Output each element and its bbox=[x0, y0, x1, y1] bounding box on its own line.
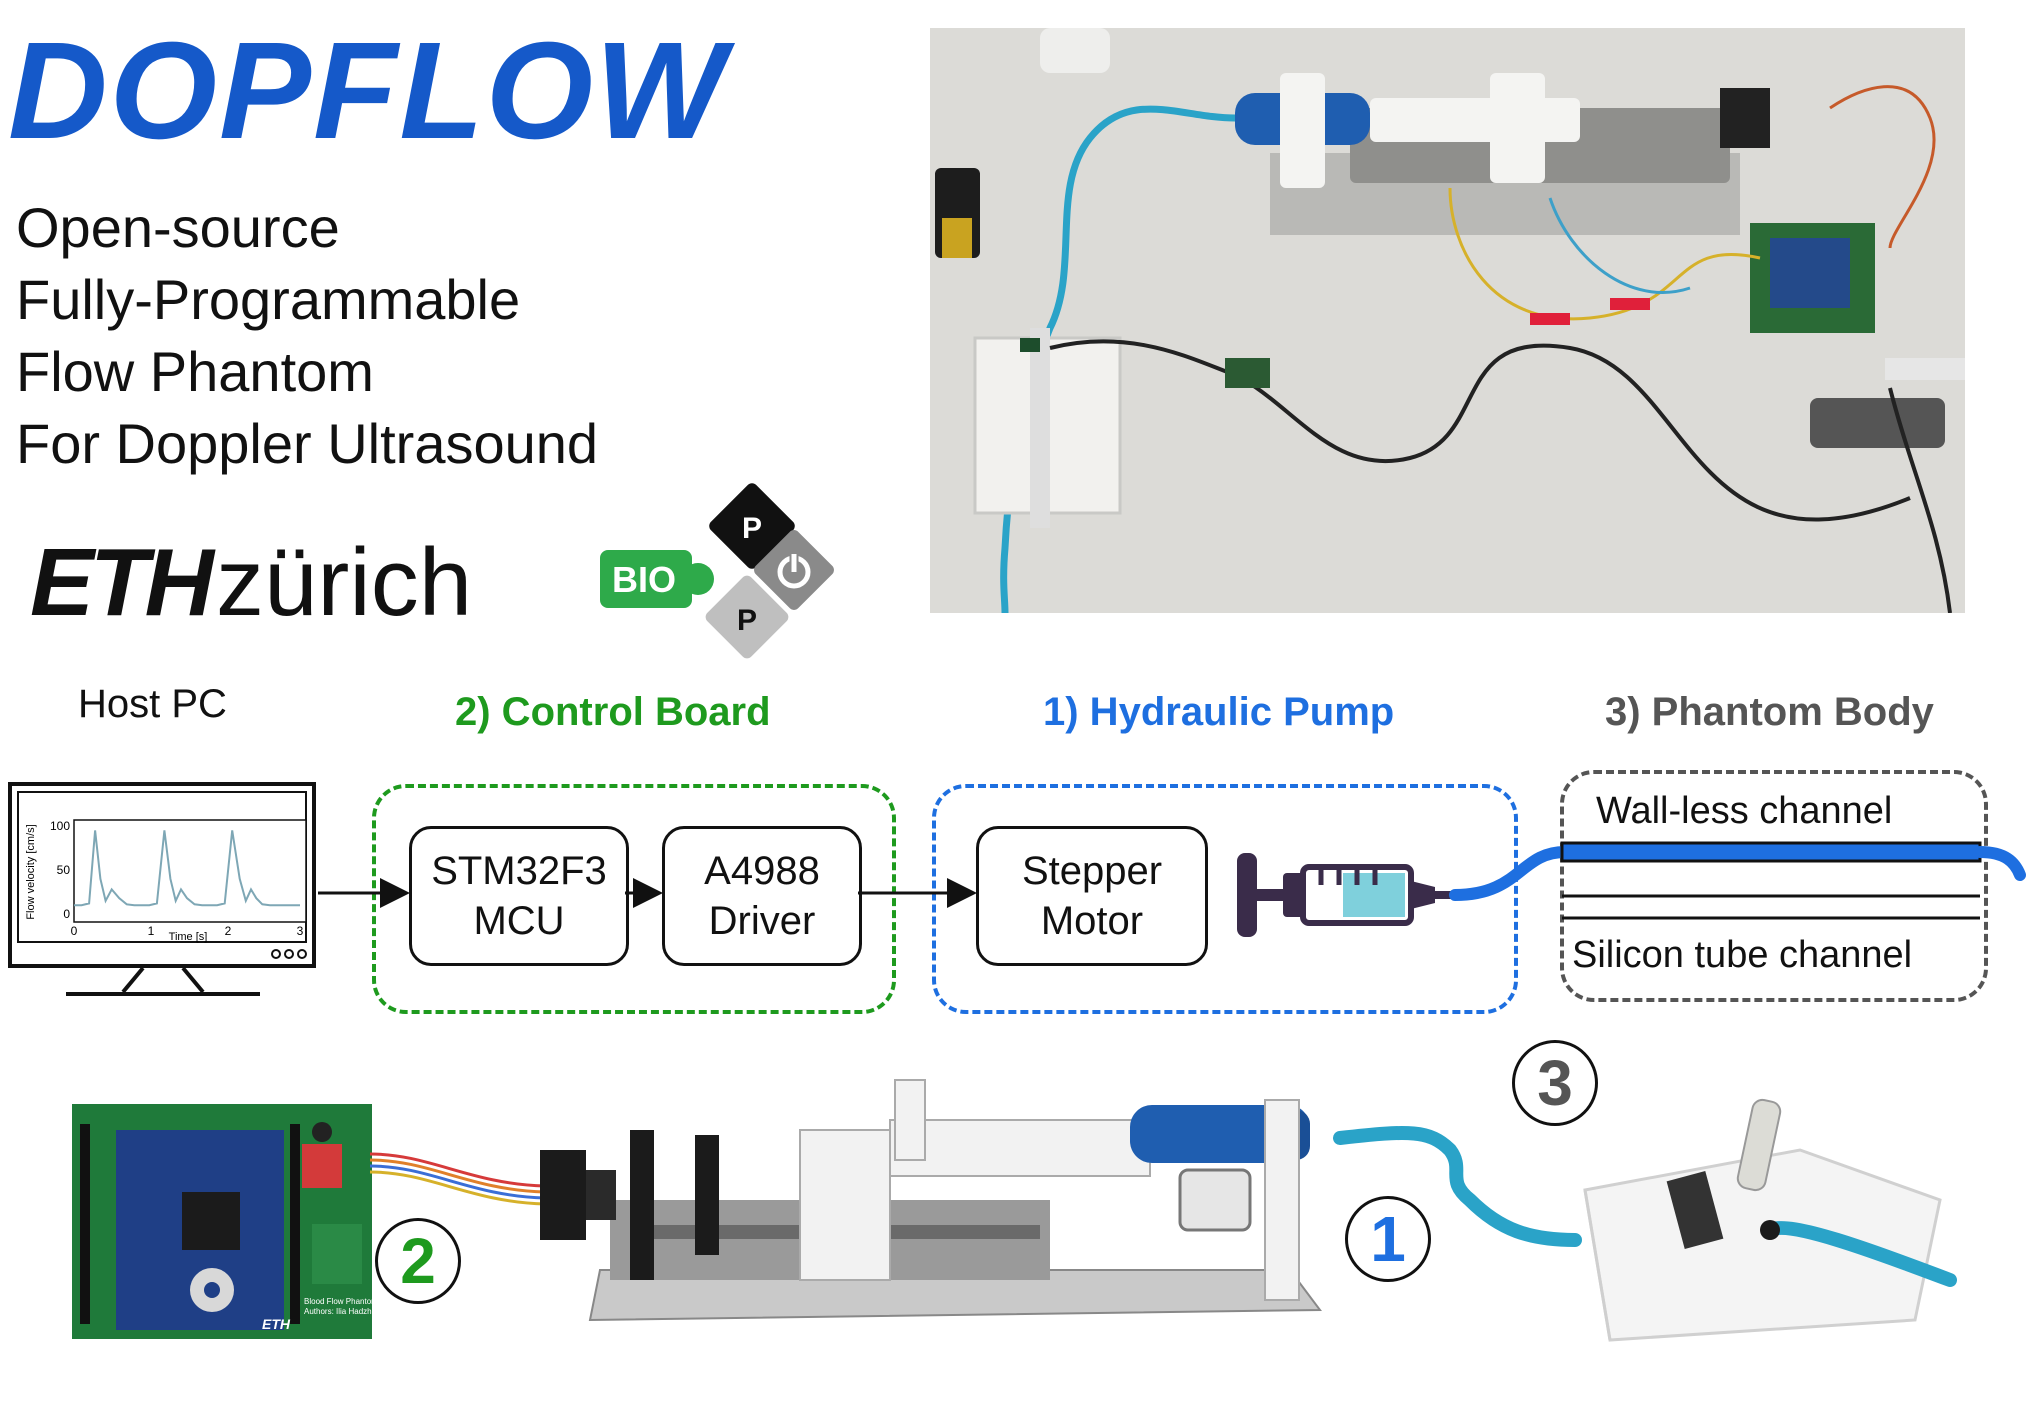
x-axis-label: Time [s] bbox=[169, 931, 208, 943]
silicon-tube-channel-label: Silicon tube channel bbox=[1572, 934, 1913, 976]
pcb-pin-headers bbox=[80, 1124, 300, 1324]
puzzle-piece-light-gray bbox=[705, 575, 789, 659]
callout-3-label: 3 bbox=[1537, 1047, 1573, 1119]
mcu-label: STM32F3 MCU bbox=[431, 849, 607, 943]
setup-photo bbox=[930, 28, 1965, 613]
eth-zurich-logo: ETHzürich bbox=[30, 535, 472, 631]
subtitle: Open-source Fully-Programmable Flow Phan… bbox=[16, 192, 598, 480]
bottom-tube bbox=[1333, 1126, 1582, 1247]
subtitle-line-3: Flow Phantom bbox=[16, 340, 374, 403]
y-tick-0: 0 bbox=[63, 907, 70, 921]
hydraulic-pump-photo bbox=[540, 1079, 1322, 1322]
callout-2: 2 bbox=[375, 1218, 461, 1304]
subtitle-line-1: Open-source bbox=[16, 196, 340, 259]
y-axis-label: Flow velocity [cm/s] bbox=[25, 824, 37, 919]
flow-chart: 100 50 0 0 1 2 3 Time [s] Flow velocity … bbox=[25, 819, 307, 943]
flow-velocity-series bbox=[74, 830, 300, 907]
control-board-group bbox=[372, 784, 896, 1014]
puzzle-knob-green bbox=[682, 563, 714, 595]
callout-1-label: 1 bbox=[1370, 1203, 1406, 1275]
hydraulic-pump-label: 1) Hydraulic Pump bbox=[1043, 690, 1395, 734]
power-icon bbox=[777, 552, 811, 589]
puzzle-label-p1: P bbox=[742, 512, 762, 545]
tube-to-phantom bbox=[1449, 846, 1571, 901]
subtitle-line-2: Fully-Programmable bbox=[16, 268, 521, 331]
x-tick-2: 2 bbox=[225, 924, 232, 938]
wall-less-channel-label: Wall-less channel bbox=[1596, 790, 1893, 832]
stepper-motor-label: Stepper Motor bbox=[1021, 849, 1163, 943]
eth-logo-bold: ETH bbox=[30, 529, 214, 636]
control-pcb-photo: Blood Flow Phantom v1.0 Authors: Ilia Ha… bbox=[72, 1104, 396, 1339]
hydraulic-pump-group bbox=[932, 784, 1518, 1014]
mcu-box: STM32F3 MCU bbox=[409, 826, 629, 966]
stepper-motor-box: Stepper Motor bbox=[976, 826, 1208, 966]
subtitle-line-4: For Doppler Ultrasound bbox=[16, 412, 599, 475]
motor-wires bbox=[369, 1152, 546, 1206]
pbl-puzzle-logo: BIO P P bbox=[600, 483, 834, 659]
driver-box: A4988 Driver bbox=[662, 826, 862, 966]
puzzle-piece-green bbox=[600, 550, 692, 608]
phantom-body-label: 3) Phantom Body bbox=[1605, 690, 1934, 734]
callout-3: 3 bbox=[1512, 1040, 1598, 1126]
x-tick-1: 1 bbox=[148, 924, 155, 938]
puzzle-piece-black bbox=[709, 483, 795, 569]
x-tick-0: 0 bbox=[71, 924, 78, 938]
pcb-print-line-2: Authors: Ilia Hadzhiev bbox=[304, 1307, 382, 1316]
x-tick-3: 3 bbox=[297, 924, 304, 938]
puzzle-label-p2: P bbox=[737, 604, 757, 637]
puzzle-label-bio: BIO bbox=[612, 559, 676, 600]
control-board-label: 2) Control Board bbox=[455, 690, 771, 734]
brand-title: DOPFLOW bbox=[8, 14, 728, 168]
y-tick-50: 50 bbox=[57, 863, 71, 877]
syringe-icon bbox=[1237, 853, 1451, 937]
phantom-body-group bbox=[1560, 770, 1988, 1002]
driver-label: A4988 Driver bbox=[704, 849, 820, 943]
wall-less-channel bbox=[1560, 841, 1982, 863]
eth-logo-light: zürich bbox=[216, 529, 473, 636]
host-pc-label: Host PC bbox=[78, 682, 227, 726]
host-pc-monitor: 100 50 0 0 1 2 3 Time [s] Flow velocity … bbox=[8, 782, 316, 996]
pcb-eth-logo: ETH bbox=[262, 1316, 291, 1332]
phantom-box-photo bbox=[1583, 1098, 1957, 1342]
tube-outlet bbox=[1974, 846, 2026, 881]
callout-2-label: 2 bbox=[400, 1225, 436, 1297]
pcb-print-line-1: Blood Flow Phantom v1.0 bbox=[304, 1297, 396, 1306]
callout-1: 1 bbox=[1345, 1196, 1431, 1282]
y-tick-100: 100 bbox=[50, 819, 70, 833]
